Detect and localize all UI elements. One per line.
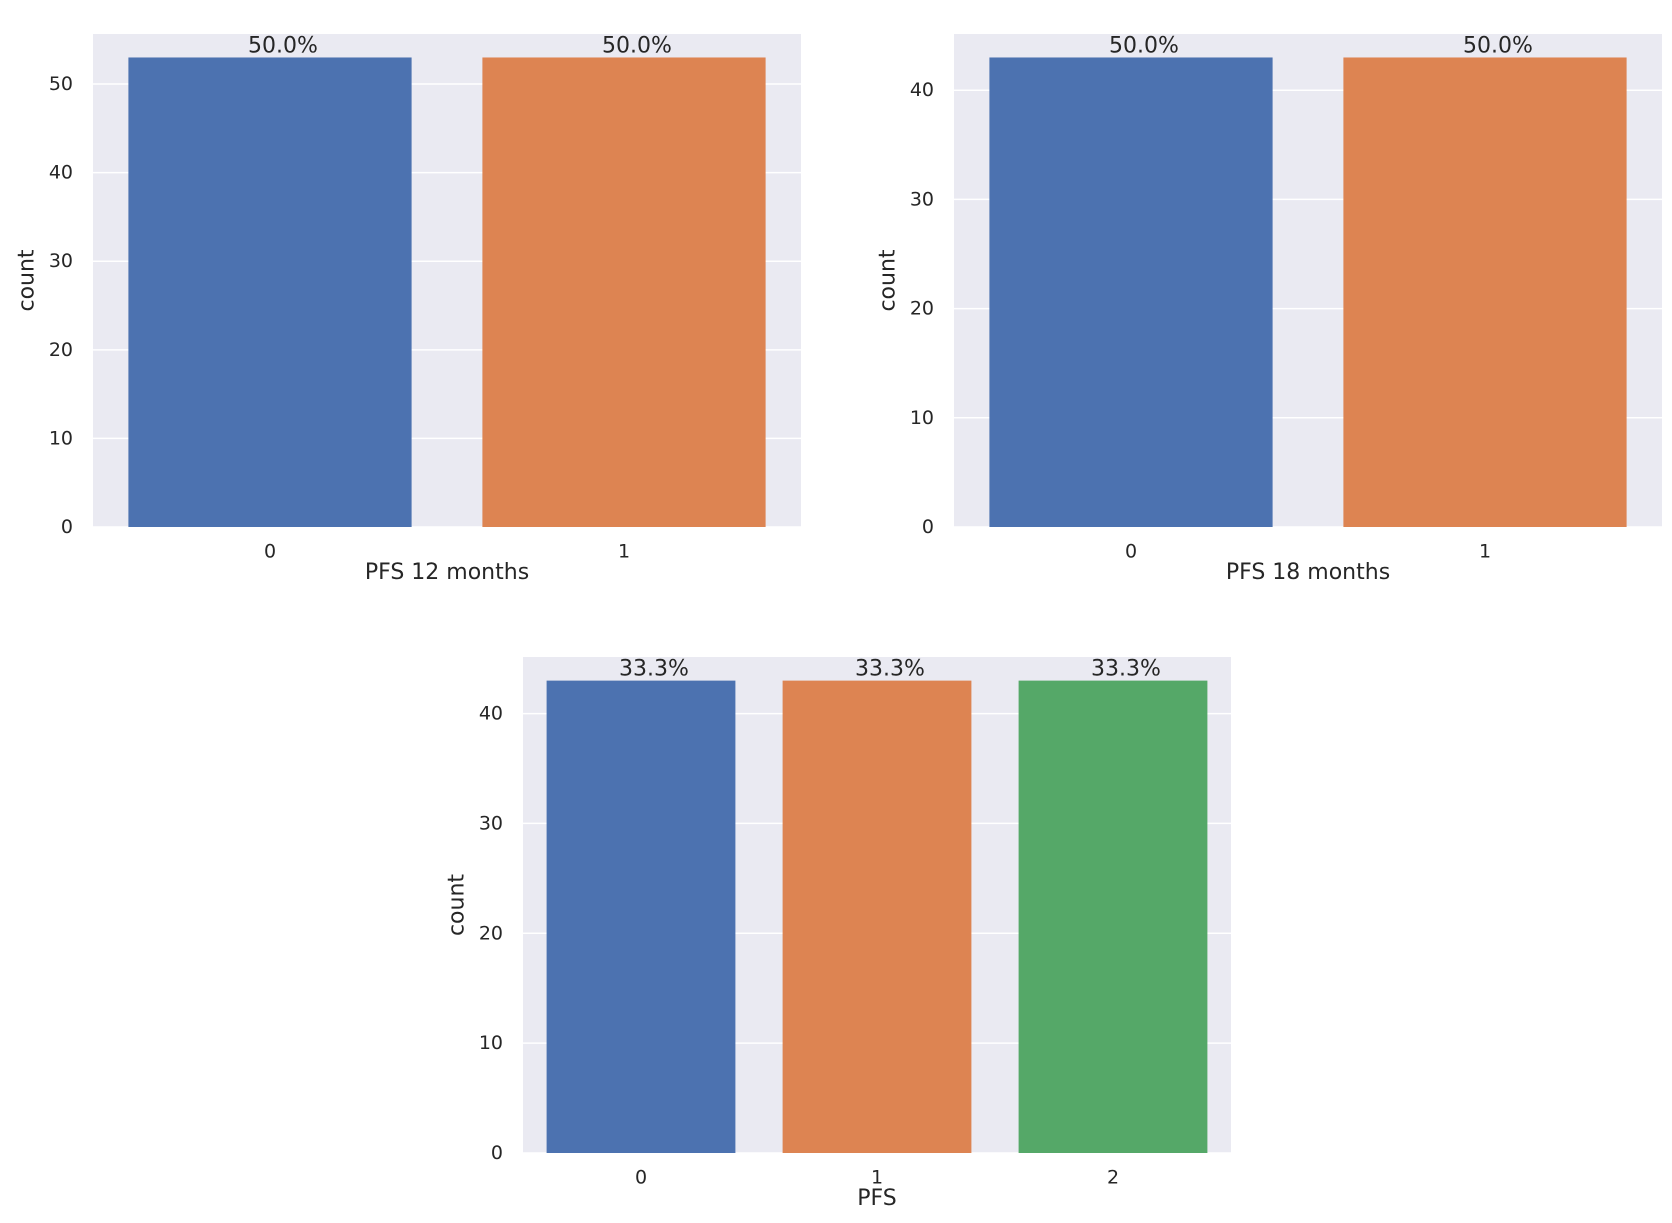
y-axis-label: count: [15, 249, 40, 311]
x-tick-label-2: 2: [1107, 1167, 1119, 1189]
bar-0: [546, 680, 736, 1153]
y-tick-label-10: 10: [49, 427, 73, 449]
x-tick-label-1: 1: [618, 541, 630, 563]
data-label-1: 50.0%: [1463, 33, 1533, 58]
x-tick-label-1: 1: [1479, 541, 1491, 563]
data-label-2: 33.3%: [1091, 657, 1161, 682]
y-tick-label-20: 20: [910, 298, 934, 320]
y-axis-label: count: [876, 249, 901, 311]
x-axis-label: PFS: [857, 1186, 897, 1211]
y-tick-label-40: 40: [479, 703, 503, 725]
chart-pfs-18-months: 0 10 20 30 40 50.0% 0 50.0% 1 PFS 18 months count: [876, 33, 1662, 585]
bar-1: [1343, 57, 1627, 527]
x-axis-label: PFS 12 months: [365, 560, 529, 585]
y-tick-label-10: 10: [910, 407, 934, 429]
bar-1: [782, 680, 972, 1153]
y-tick-label-40: 40: [910, 79, 934, 101]
bar-1: [482, 57, 766, 527]
x-tick-label-1: 1: [871, 1167, 883, 1189]
y-tick-label-30: 30: [479, 812, 503, 834]
y-tick-label-0: 0: [61, 516, 73, 538]
data-label-1: 50.0%: [602, 33, 672, 58]
y-tick-label-40: 40: [49, 162, 73, 184]
data-label-1: 33.3%: [855, 657, 925, 682]
y-axis-label: count: [445, 874, 470, 936]
y-tick-label-30: 30: [49, 250, 73, 272]
y-tick-label-50: 50: [49, 73, 73, 95]
y-tick-label-20: 20: [479, 922, 503, 944]
y-tick-label-20: 20: [49, 339, 73, 361]
y-tick-label-0: 0: [491, 1142, 503, 1164]
bar-0: [128, 57, 412, 527]
bar-0: [989, 57, 1273, 527]
data-label-0: 50.0%: [1109, 33, 1179, 58]
chart-pfs: 0 10 20 30 40 33.3% 0 33.3% 1 33.3% 2 PFS count: [445, 657, 1231, 1211]
y-tick-label-0: 0: [922, 516, 934, 538]
data-label-0: 33.3%: [619, 657, 689, 682]
y-tick-label-30: 30: [910, 188, 934, 210]
x-axis-label: PFS 18 months: [1226, 560, 1390, 585]
data-label-0: 50.0%: [248, 33, 318, 58]
bar-2: [1018, 680, 1208, 1153]
chart-pfs-12-months: 0 10 20 30 40 50 50.0% 0 50.0% 1 PFS 12 months coun…: [15, 33, 801, 585]
y-tick-label-10: 10: [479, 1032, 503, 1054]
x-tick-label-0: 0: [264, 541, 276, 563]
x-tick-label-0: 0: [635, 1167, 647, 1189]
x-tick-label-0: 0: [1125, 541, 1137, 563]
